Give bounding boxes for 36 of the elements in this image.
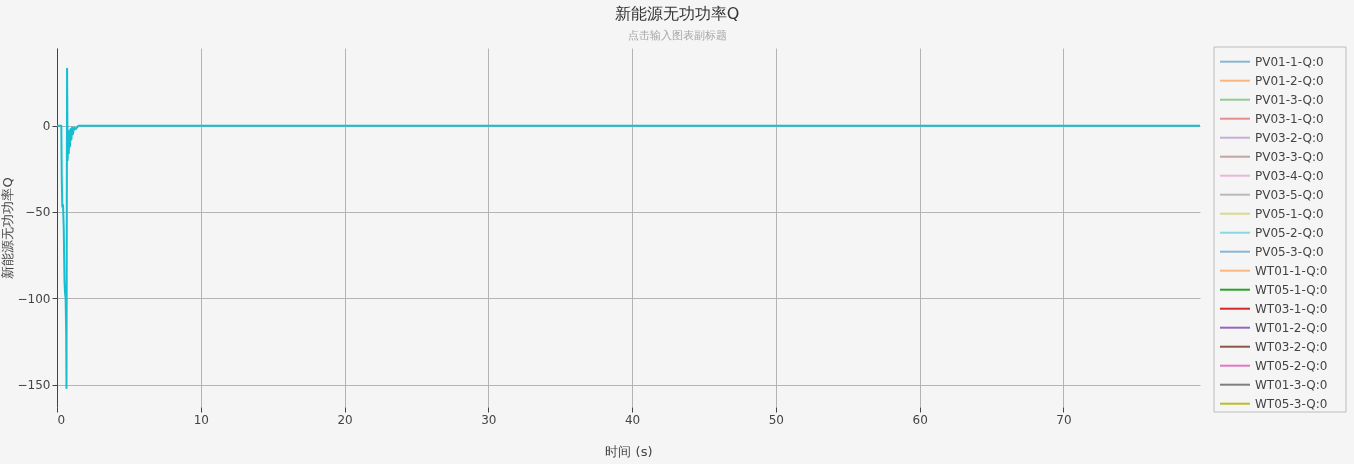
x-tick-label: 50 [768,412,785,427]
legend-label: WT05-1-Q:0 [1255,282,1328,297]
x-tick-label: 0 [57,412,66,427]
x-tick-label: 70 [1056,412,1072,427]
x-tick-label: 10 [193,412,209,427]
legend-label: PV03-3-Q:0 [1255,149,1324,164]
y-tick-label: −50 [25,205,51,220]
legend-label: PV03-4-Q:0 [1255,168,1324,183]
chart-title: 新能源无功功率Q [614,3,740,23]
x-tick-label: 20 [337,412,353,427]
legend-label: WT03-2-Q:0 [1255,339,1328,354]
legend-label: WT01-2-Q:0 [1255,320,1328,335]
y-tick-label: −100 [17,291,51,306]
legend-label: WT03-1-Q:0 [1255,301,1328,316]
legend-label: PV05-1-Q:0 [1255,206,1324,221]
x-tick-label: 60 [912,412,928,427]
legend-label: WT05-3-Q:0 [1255,396,1328,411]
x-axis-title: 时间 (s) [605,443,653,459]
line-series [57,67,1200,390]
y-axis-title: 新能源无功功率Q [0,177,15,279]
x-tick-label: 30 [481,412,497,427]
y-tick-label: 0 [42,119,51,134]
legend-label: PV05-3-Q:0 [1255,244,1324,259]
x-tick-label: 40 [624,412,641,427]
legend-label: PV01-3-Q:0 [1255,92,1324,107]
legend-label: PV03-1-Q:0 [1255,111,1324,126]
legend-label: WT01-1-Q:0 [1255,263,1328,278]
chart-subtitle: 点击输入图表副标题 [627,28,727,42]
legend-label: WT05-2-Q:0 [1255,358,1328,373]
legend-label: PV05-2-Q:0 [1255,225,1324,240]
legend-label: PV01-1-Q:0 [1255,54,1324,69]
legend-label: PV03-5-Q:0 [1255,187,1324,202]
y-tick-label: −150 [17,378,51,393]
legend-label: PV03-2-Q:0 [1255,130,1324,145]
legend-label: PV01-2-Q:0 [1255,73,1324,88]
legend-label: WT01-3-Q:0 [1255,377,1328,392]
